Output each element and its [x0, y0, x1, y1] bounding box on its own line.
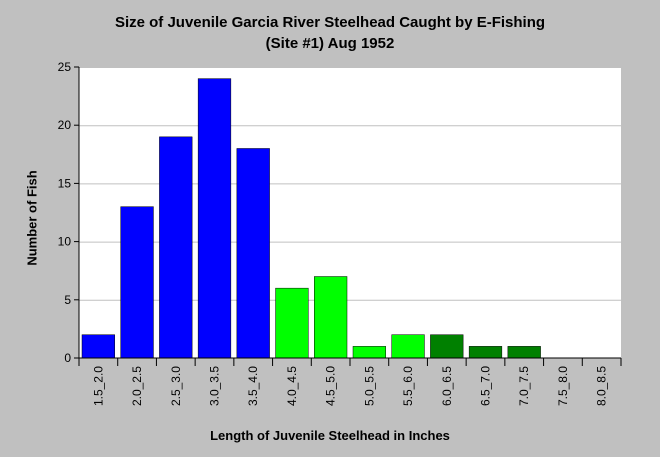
y-tick-label: 5 — [64, 293, 71, 307]
bar — [159, 136, 193, 359]
x-axis-label: Length of Juvenile Steelhead in Inches — [210, 428, 450, 443]
x-tick-label: 7.5_8.0 — [556, 366, 570, 406]
y-tick-label: 25 — [58, 60, 72, 74]
bar — [314, 276, 348, 359]
bar — [352, 346, 386, 359]
bar — [507, 346, 541, 359]
bar — [236, 148, 270, 359]
x-tick-label: 3.5_4.0 — [246, 366, 260, 406]
x-tick-label: 7.0_7.5 — [517, 366, 531, 406]
y-tick-label: 20 — [58, 118, 72, 132]
y-tick-label: 0 — [64, 351, 71, 365]
x-tick-label: 8.0_8.5 — [595, 366, 609, 406]
x-tick-label: 6.0_6.5 — [440, 366, 454, 406]
chart-title: Size of Juvenile Garcia River Steelhead … — [114, 14, 546, 31]
x-tick-label: 4.5_5.0 — [324, 366, 338, 406]
x-tick-label: 1.5_2.0 — [91, 366, 105, 406]
bar — [197, 78, 232, 359]
x-tick-label: 6.5_7.0 — [479, 366, 493, 406]
bar — [120, 206, 154, 359]
x-tick-label: 3.0_3.5 — [208, 366, 222, 406]
bar — [391, 334, 425, 359]
y-tick-label: 15 — [58, 176, 72, 190]
x-tick-label: 4.0_4.5 — [285, 366, 299, 406]
x-tick-label: 5.0_5.5 — [362, 366, 376, 406]
x-tick-label: 2.5_3.0 — [169, 366, 183, 406]
x-tick-label: 5.5_6.0 — [401, 366, 415, 406]
bar — [275, 287, 309, 359]
bar — [81, 334, 115, 359]
bar — [430, 334, 464, 359]
chart-subtitle: (Site #1) Aug 1952 — [265, 35, 395, 52]
x-tick-label: 2.0_2.5 — [130, 366, 144, 406]
y-tick-label: 10 — [58, 235, 72, 249]
bar — [468, 346, 503, 359]
